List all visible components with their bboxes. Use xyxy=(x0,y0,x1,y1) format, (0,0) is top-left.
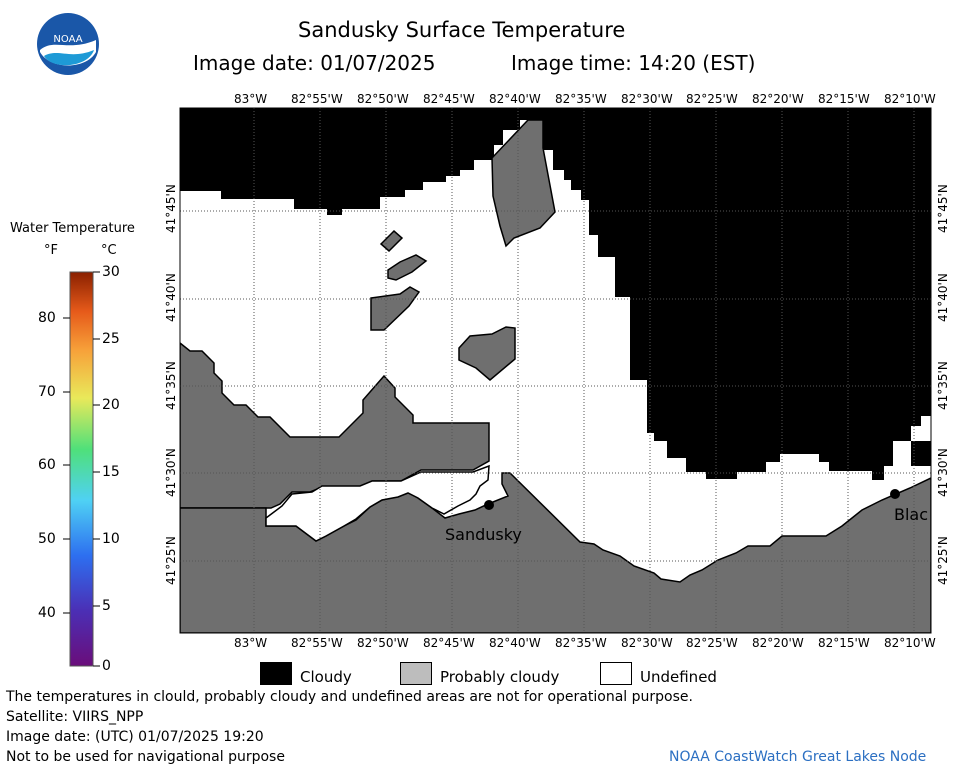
probably-cloudy-north xyxy=(491,119,556,248)
page-title: Sandusky Surface Temperature xyxy=(298,18,626,42)
lon-tick-top: 82°50'W xyxy=(357,92,409,106)
colorbar-ticks xyxy=(63,271,100,667)
footer-disclaimer: The temperatures in clould, probably clo… xyxy=(6,689,693,705)
lat-tick-left: 41°25'N xyxy=(164,536,178,585)
image-date: Image date: 01/07/2025 xyxy=(193,51,436,75)
lon-tick-bottom: 82°55'W xyxy=(291,636,343,650)
lat-tick-right: 41°45'N xyxy=(936,184,950,233)
place-label-black-river: Blac xyxy=(894,505,929,524)
lon-tick-top: 83°W xyxy=(234,92,268,106)
legend-label-cloudy: Cloudy xyxy=(300,668,352,686)
legend-swatch-cloudy xyxy=(260,662,292,685)
lon-tick-top: 82°35'W xyxy=(555,92,607,106)
map-frame xyxy=(179,107,932,634)
lat-tick-right: 41°40'N xyxy=(936,273,950,322)
colorbar-unit-c: °C xyxy=(101,243,117,258)
lon-tick-bottom: 82°40'W xyxy=(489,636,541,650)
colorbar xyxy=(69,271,94,667)
legend-swatch-undefined xyxy=(600,662,632,685)
map-grid xyxy=(180,108,931,633)
lon-tick-bottom: 82°10'W xyxy=(884,636,936,650)
footer-satellite: Satellite: VIIRS_NPP xyxy=(6,709,144,725)
colorbar-c-tick: 0 xyxy=(102,658,111,674)
lat-tick-left: 41°35'N xyxy=(164,361,178,410)
probably-cloudy-islet-4 xyxy=(458,326,516,381)
noaa-logo: NOAA xyxy=(36,12,100,76)
lon-tick-top: 82°20'W xyxy=(752,92,804,106)
lon-tick-bottom: 82°20'W xyxy=(752,636,804,650)
black-river-marker xyxy=(890,489,900,499)
image-time: Image time: 14:20 (EST) xyxy=(511,51,756,75)
lon-tick-top: 82°45'W xyxy=(423,92,475,106)
footer-credit: NOAA CoastWatch Great Lakes Node xyxy=(669,749,927,765)
legend-swatch-probably-cloudy xyxy=(400,662,432,685)
cloudy-area xyxy=(180,108,931,480)
lon-tick-bottom: 82°50'W xyxy=(357,636,409,650)
lon-tick-top: 82°10'W xyxy=(884,92,936,106)
colorbar-c-tick: 25 xyxy=(102,331,120,347)
footer-nav-warning: Not to be used for navigational purpose xyxy=(6,749,285,765)
legend-label-probably-cloudy: Probably cloudy xyxy=(440,668,560,686)
sandusky-bay xyxy=(265,464,490,542)
place-label-sandusky: Sandusky xyxy=(445,525,522,544)
colorbar-title: Water Temperature xyxy=(10,221,135,236)
lat-tick-left: 41°45'N xyxy=(164,184,178,233)
legend-label-undefined: Undefined xyxy=(640,668,717,686)
lon-tick-bottom: 82°25'W xyxy=(686,636,738,650)
colorbar-c-tick: 15 xyxy=(102,464,120,480)
lon-tick-bottom: 83°W xyxy=(234,636,268,650)
lon-tick-bottom: 82°45'W xyxy=(423,636,475,650)
lon-tick-bottom: 82°30'W xyxy=(621,636,673,650)
lat-tick-right: 41°35'N xyxy=(936,361,950,410)
lon-tick-top: 82°15'W xyxy=(818,92,870,106)
footer-utc-date: Image date: (UTC) 01/07/2025 19:20 xyxy=(6,729,264,745)
lon-tick-top: 82°55'W xyxy=(291,92,343,106)
lon-tick-top: 82°40'W xyxy=(489,92,541,106)
colorbar-f-tick: 70 xyxy=(38,384,56,400)
lon-tick-top: 82°30'W xyxy=(621,92,673,106)
noaa-logo-graphic: NOAA xyxy=(37,13,99,75)
logo-text: NOAA xyxy=(53,34,82,45)
colorbar-unit-f: °F xyxy=(44,243,58,258)
colorbar-f-tick: 50 xyxy=(38,531,56,547)
probably-cloudy-islet-2 xyxy=(387,254,428,281)
cloudy-area-east xyxy=(911,441,931,466)
lat-tick-left: 41°40'N xyxy=(164,273,178,322)
colorbar-f-tick: 80 xyxy=(38,310,56,326)
lon-tick-bottom: 82°15'W xyxy=(818,636,870,650)
colorbar-f-tick: 40 xyxy=(38,605,56,621)
colorbar-c-tick: 5 xyxy=(102,598,111,614)
lat-tick-right: 41°30'N xyxy=(936,448,950,497)
lon-tick-top: 82°25'W xyxy=(686,92,738,106)
lat-tick-right: 41°25'N xyxy=(936,536,950,585)
colorbar-c-tick: 10 xyxy=(102,531,120,547)
colorbar-f-tick: 60 xyxy=(38,457,56,473)
colorbar-c-tick: 20 xyxy=(102,397,120,413)
lat-tick-left: 41°30'N xyxy=(164,448,178,497)
colorbar-c-tick: 30 xyxy=(102,264,120,280)
sandusky-marker xyxy=(484,500,494,510)
lon-tick-bottom: 82°35'W xyxy=(555,636,607,650)
